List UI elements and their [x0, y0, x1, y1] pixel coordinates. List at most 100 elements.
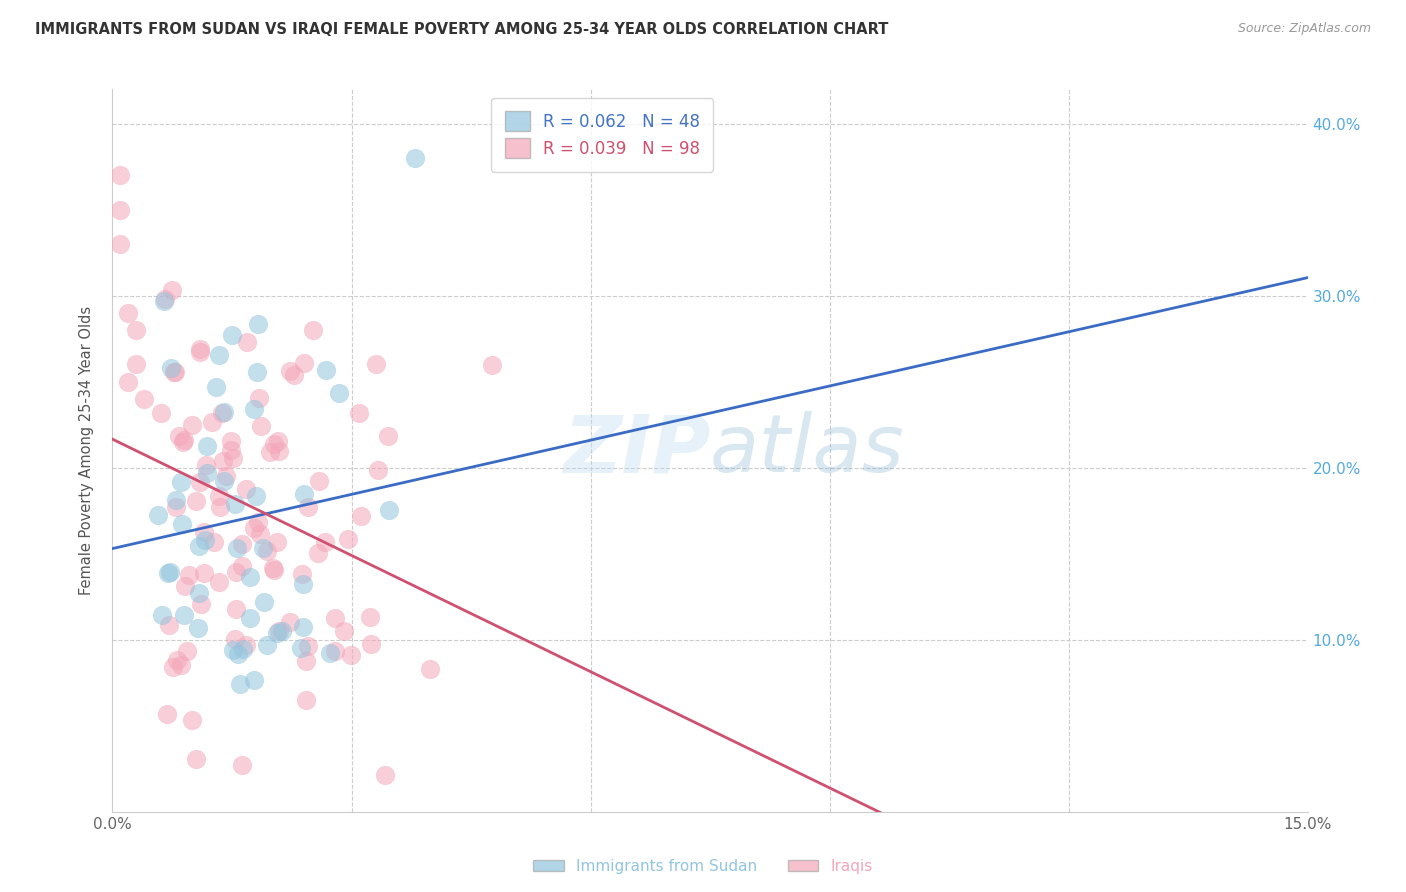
Point [208, 348, 231, 362]
Point [224, 632, 246, 646]
Point [221, 328, 243, 343]
Point [224, 497, 246, 511]
Point [173, 608, 195, 623]
Point [225, 565, 247, 579]
Point [231, 758, 253, 772]
Point [201, 415, 224, 429]
Point [256, 638, 278, 652]
Point [253, 595, 276, 609]
Text: Source: ZipAtlas.com: Source: ZipAtlas.com [1237, 22, 1371, 36]
Point [205, 380, 228, 394]
Point [194, 533, 217, 547]
Point [226, 648, 249, 662]
Point [117, 306, 139, 320]
Point [166, 500, 188, 514]
Point [134, 392, 156, 406]
Point [297, 500, 319, 515]
Point [159, 565, 181, 579]
Point [176, 643, 198, 657]
Point [337, 533, 360, 547]
Point [269, 443, 291, 458]
Point [247, 391, 270, 405]
Point [256, 544, 278, 558]
Point [208, 489, 231, 503]
Point [252, 541, 274, 555]
Point [184, 494, 207, 508]
Point [481, 358, 503, 372]
Point [266, 534, 288, 549]
Point [378, 502, 401, 516]
Point [249, 418, 271, 433]
Point [188, 342, 211, 356]
Text: IMMIGRANTS FROM SUDAN VS IRAQI FEMALE POVERTY AMONG 25-34 YEAR OLDS CORRELATION : IMMIGRANTS FROM SUDAN VS IRAQI FEMALE PO… [35, 22, 889, 37]
Point [307, 546, 329, 560]
Point [190, 597, 212, 611]
Point [302, 323, 325, 337]
Text: ZIP: ZIP [562, 411, 710, 490]
Point [208, 574, 231, 589]
Point [202, 535, 225, 549]
Point [215, 469, 238, 483]
Point [231, 537, 253, 551]
Point [222, 643, 245, 657]
Point [267, 434, 290, 448]
Point [319, 646, 342, 660]
Point [211, 454, 233, 468]
Point [170, 516, 193, 531]
Point [283, 368, 305, 383]
Point [295, 654, 318, 668]
Point [150, 406, 173, 420]
Point [235, 334, 257, 349]
Point [339, 648, 361, 663]
Point [290, 641, 312, 656]
Point [153, 293, 176, 308]
Point [266, 626, 288, 640]
Point [419, 662, 441, 676]
Point [212, 404, 235, 418]
Point [110, 202, 132, 217]
Point [278, 364, 301, 378]
Point [246, 515, 269, 529]
Point [350, 509, 373, 524]
Point [181, 714, 204, 728]
Point [308, 474, 330, 488]
Point [235, 638, 257, 652]
Point [195, 466, 218, 480]
Point [239, 611, 262, 625]
Point [157, 618, 180, 632]
Point [165, 492, 187, 507]
Point [243, 521, 266, 535]
Point [155, 292, 177, 306]
Point [219, 443, 242, 458]
Point [347, 406, 370, 420]
Point [292, 355, 315, 369]
Point [262, 561, 284, 575]
Point [110, 237, 132, 252]
Point [163, 366, 186, 380]
Point [291, 619, 314, 633]
Point [295, 693, 318, 707]
Text: atlas: atlas [710, 411, 905, 490]
Point [184, 752, 207, 766]
Point [222, 451, 245, 466]
Point [404, 151, 426, 165]
Point [259, 444, 281, 458]
Point [195, 439, 218, 453]
Point [219, 434, 242, 448]
Point [243, 673, 266, 687]
Legend: Immigrants from Sudan, Iraqis: Immigrants from Sudan, Iraqis [527, 853, 879, 880]
Point [226, 541, 249, 555]
Point [246, 365, 269, 379]
Point [117, 375, 139, 389]
Point [263, 437, 285, 451]
Point [125, 358, 148, 372]
Point [366, 357, 388, 371]
Point [263, 563, 285, 577]
Point [228, 677, 250, 691]
Y-axis label: Female Poverty Among 25-34 Year Olds: Female Poverty Among 25-34 Year Olds [79, 306, 94, 595]
Point [212, 475, 235, 489]
Point [172, 435, 194, 450]
Point [156, 566, 179, 580]
Point [377, 429, 399, 443]
Point [163, 365, 186, 379]
